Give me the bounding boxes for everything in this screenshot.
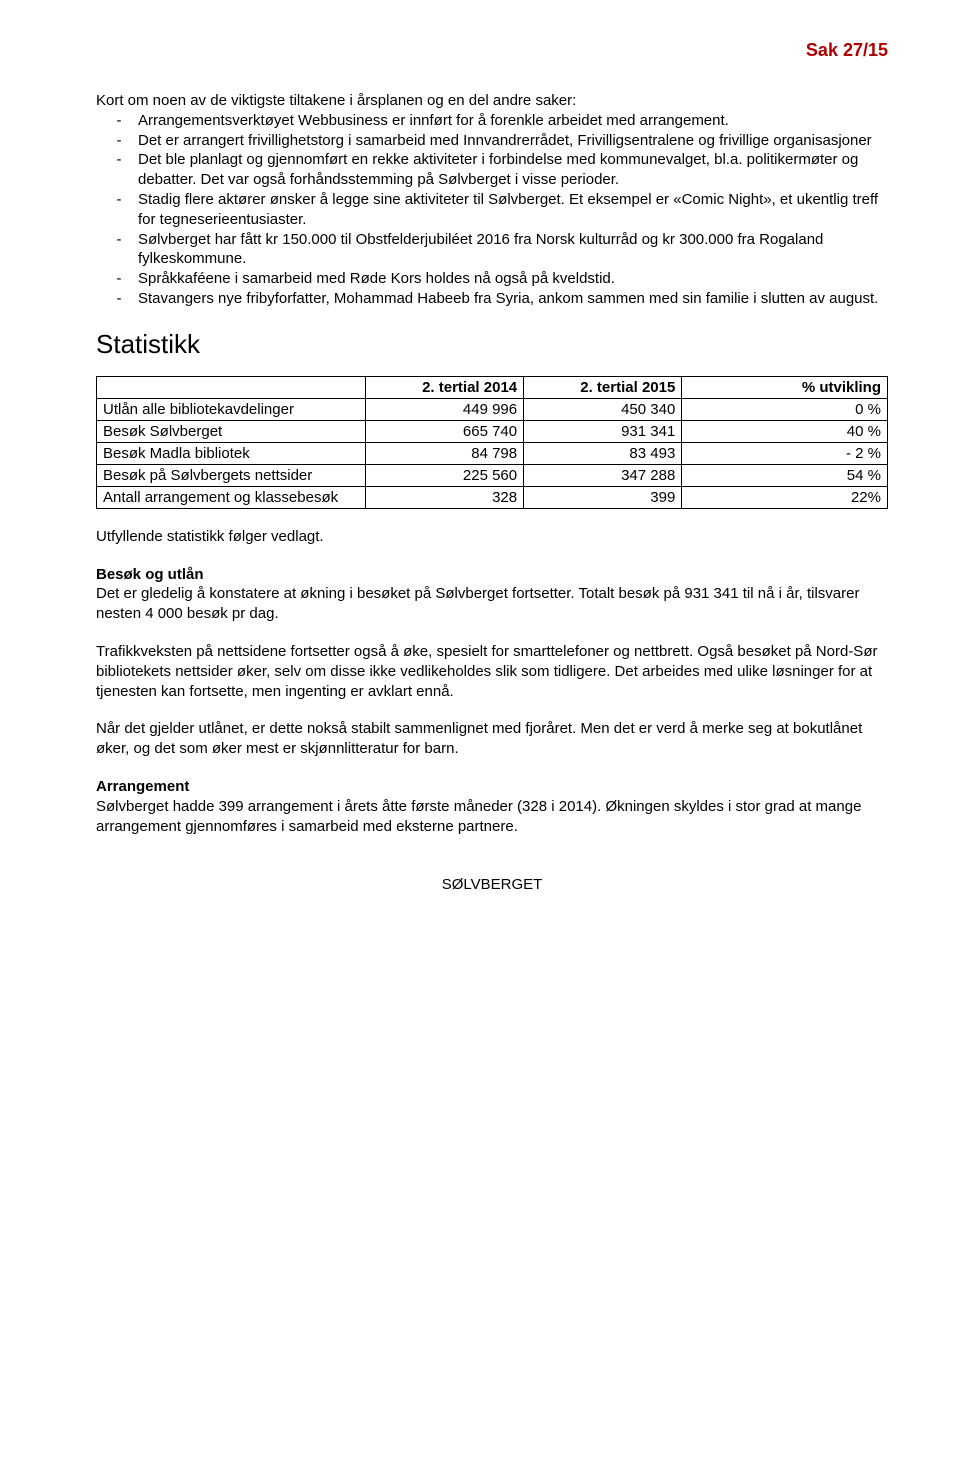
row-label: Antall arrangement og klassebesøk [97,486,366,508]
besok-p2: Trafikkveksten på nettsidene fortsetter … [96,642,888,701]
intro-lead: Kort om noen av de viktigste tiltakene i… [96,91,888,111]
row-value-2014: 84 798 [365,442,523,464]
besok-p1: Det er gledelig å konstatere at økning i… [96,584,888,624]
row-value-2014: 328 [365,486,523,508]
bullet-item: Sølvberget har fått kr 150.000 til Obstf… [134,230,888,270]
row-value-2014: 225 560 [365,464,523,486]
besok-heading: Besøk og utlån [96,565,888,585]
row-value-2015: 399 [524,486,682,508]
footer-org: SØLVBERGET [96,876,888,893]
row-pct: - 2 % [682,442,888,464]
arrangement-p1: Sølvberget hadde 399 arrangement i årets… [96,797,888,837]
row-value-2014: 449 996 [365,398,523,420]
stats-footnote: Utfyllende statistikk følger vedlagt. [96,527,888,547]
case-reference: Sak 27/15 [96,40,888,61]
besok-p3: Når det gjelder utlånet, er dette nokså … [96,719,888,759]
row-value-2015: 450 340 [524,398,682,420]
table-header-pct: % utvikling [682,376,888,398]
table-row: Antall arrangement og klassebesøk 328 39… [97,486,888,508]
bullet-item: Språkkaféene i samarbeid med Røde Kors h… [134,269,888,289]
bullet-item: Det er arrangert frivillighetstorg i sam… [134,131,888,151]
bullet-item: Det ble planlagt og gjennomført en rekke… [134,150,888,190]
row-value-2014: 665 740 [365,420,523,442]
row-label: Utlån alle bibliotekavdelinger [97,398,366,420]
row-label: Besøk på Sølvbergets nettsider [97,464,366,486]
table-header-blank [97,376,366,398]
statistics-table: 2. tertial 2014 2. tertial 2015 % utvikl… [96,376,888,509]
bullet-item: Arrangementsverktøyet Webbusiness er inn… [134,111,888,131]
table-header-row: 2. tertial 2014 2. tertial 2015 % utvikl… [97,376,888,398]
row-pct: 22% [682,486,888,508]
table-header-2014: 2. tertial 2014 [365,376,523,398]
section-besok: Besøk og utlån Det er gledelig å konstat… [96,565,888,759]
row-label: Besøk Madla bibliotek [97,442,366,464]
document-page: Sak 27/15 Kort om noen av de viktigste t… [0,0,960,933]
arrangement-heading: Arrangement [96,777,888,797]
intro-bullet-list: Arrangementsverktøyet Webbusiness er inn… [96,111,888,309]
intro-block: Kort om noen av de viktigste tiltakene i… [96,91,888,309]
row-label: Besøk Sølvberget [97,420,366,442]
row-pct: 0 % [682,398,888,420]
table-header-2015: 2. tertial 2015 [524,376,682,398]
row-value-2015: 347 288 [524,464,682,486]
row-pct: 54 % [682,464,888,486]
row-pct: 40 % [682,420,888,442]
table-row: Besøk på Sølvbergets nettsider 225 560 3… [97,464,888,486]
table-row: Besøk Sølvberget 665 740 931 341 40 % [97,420,888,442]
section-arrangement: Arrangement Sølvberget hadde 399 arrange… [96,777,888,836]
table-row: Utlån alle bibliotekavdelinger 449 996 4… [97,398,888,420]
statistics-heading: Statistikk [96,329,888,360]
bullet-item: Stavangers nye fribyforfatter, Mohammad … [134,289,888,309]
bullet-item: Stadig flere aktører ønsker å legge sine… [134,190,888,230]
table-row: Besøk Madla bibliotek 84 798 83 493 - 2 … [97,442,888,464]
row-value-2015: 931 341 [524,420,682,442]
row-value-2015: 83 493 [524,442,682,464]
